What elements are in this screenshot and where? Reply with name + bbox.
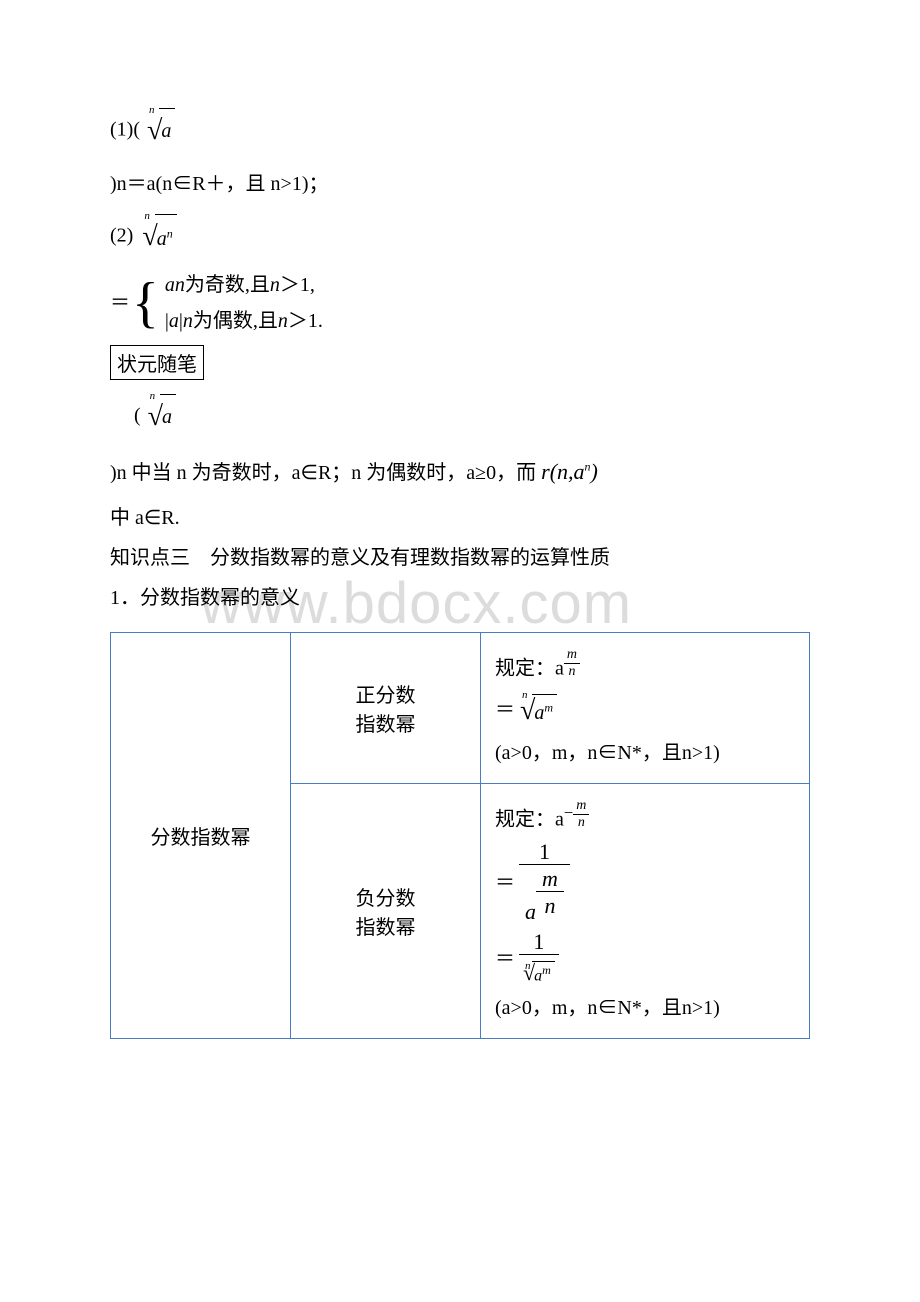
note-line1: ( n √a: [134, 386, 810, 448]
equals-sign: ＝: [110, 281, 130, 325]
neg-label-l1: 负分数: [305, 882, 466, 911]
pos-label-l1: 正分数: [305, 679, 466, 708]
pos-def-cond: (a>0，m，n∈N*，且n>1): [495, 737, 795, 769]
open-paren: (: [134, 405, 141, 427]
pos-label-l2: 指数幂: [305, 708, 466, 737]
table-rowlabel: 分数指数幂: [111, 633, 291, 1039]
pos-def-prefix: 规定：a: [495, 658, 564, 680]
kp3-heading: 知识点三 分数指数幂的意义及有理数指数幂的运算性质: [110, 540, 810, 576]
note-line3: 中 a∈R.: [110, 496, 810, 540]
cell-pos-def: 规定：amn ＝ n √am (a>0，m，n∈N*，且n>1): [481, 633, 810, 784]
neg-def-cond: (a>0，m，n∈N*，且n>1): [495, 992, 795, 1024]
item1-line2: )n＝a(n∈R＋，且 n>1)；: [110, 162, 810, 206]
cell-neg-def: 规定：a−mn ＝ 1 amn ＝ 1: [481, 784, 810, 1038]
case-even: |a|n为偶数,且n＞1.: [165, 310, 323, 332]
nth-root-a-2: n √a: [148, 386, 176, 448]
nth-root-am-1: n √am: [520, 689, 557, 734]
boxed-note-title: 状元随笔: [110, 345, 204, 380]
note-line2: )n 中当 n 为奇数时，a∈R；n 为偶数时，a≥0，而 r(n,an): [110, 448, 810, 496]
item1-line1: (1)( n √a: [110, 100, 810, 162]
left-brace: {: [132, 275, 159, 331]
kp3-sub: 1．分数指数幂的意义: [110, 576, 810, 620]
neg-label-l2: 指数幂: [305, 911, 466, 940]
r-expression: r(n,an): [541, 459, 598, 484]
neg-def-prefix: 规定：a: [495, 809, 564, 831]
frac-1-over-root: 1 n √am: [519, 930, 559, 987]
item2-line1: (2) n √an: [110, 206, 810, 268]
brace-cases-block: ＝ { an为奇数,且n＞1, |a|n为偶数,且n＞1.: [110, 267, 810, 339]
cell-pos-label: 正分数 指数幂: [291, 633, 481, 784]
item1-prefix: (1)(: [110, 118, 140, 140]
frac-1-over-amn: 1 amn: [519, 840, 570, 927]
note-text: )n 中当 n 为奇数时，a∈R；n 为偶数时，a≥0，而: [110, 462, 536, 484]
nth-root-a-power-n: n √an: [142, 206, 176, 268]
item2-prefix: (2): [110, 224, 133, 246]
fractional-exponent-table: 分数指数幂 正分数 指数幂 规定：amn ＝ n √am: [110, 632, 810, 1039]
cell-neg-label: 负分数 指数幂: [291, 784, 481, 1038]
nth-root-a-1: n √a: [147, 100, 175, 162]
case-odd: an为奇数,且n＞1,: [165, 274, 315, 296]
